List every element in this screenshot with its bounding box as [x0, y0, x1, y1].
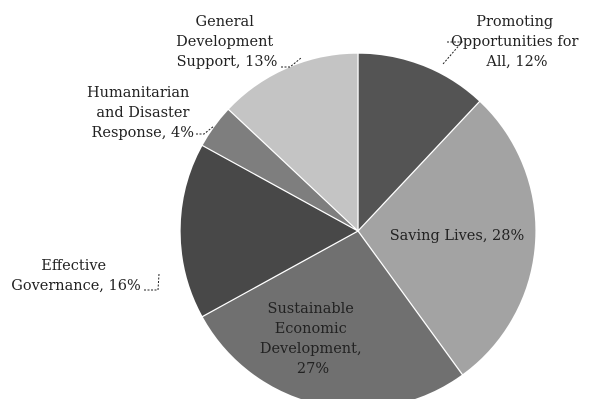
pie-slice-0	[357, 52, 481, 233]
pie-slice-3	[179, 144, 360, 318]
leader-humanitarian	[196, 125, 215, 135]
pie-slices	[179, 52, 537, 399]
label-humanitarian-disaster-response: Humanitarian and Disaster Response, 4%	[87, 85, 194, 141]
leader-promoting	[442, 41, 464, 65]
pie-slice-1	[357, 100, 537, 376]
leader-effective	[144, 273, 160, 291]
label-sustainable-economic-development: Sustainable Economic Development, 27%	[260, 301, 366, 377]
pie-slice-5	[227, 52, 359, 233]
label-saving-lives: Saving Lives, 28%	[390, 228, 525, 244]
label-effective-governance: Effective Governance, 16%	[11, 258, 141, 294]
leader-general	[281, 57, 302, 68]
slice-labels: Promoting Opportunities for All, 12% Sav…	[11, 14, 583, 377]
leader-lines	[144, 41, 464, 291]
label-general-development-support: General Development Support, 13%	[176, 14, 278, 70]
label-promoting-opportunities: Promoting Opportunities for All, 12%	[451, 14, 583, 70]
pie-slice-2	[201, 230, 464, 399]
